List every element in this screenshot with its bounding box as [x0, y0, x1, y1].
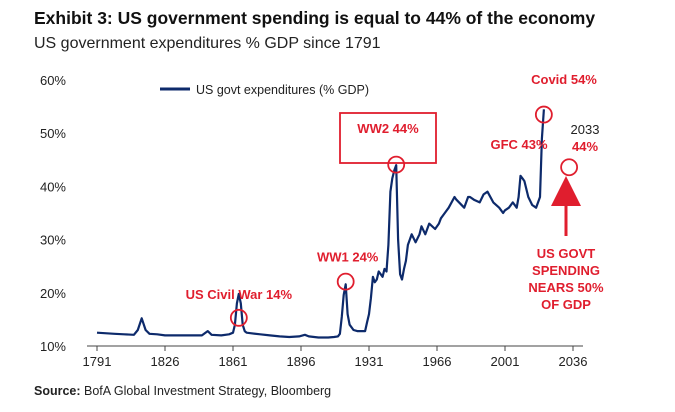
axis-layer: 1791 1826 1861 1896 1931 1966 2001 2036 10% 20% 30…: [40, 73, 587, 369]
y-tick-label: 30%: [40, 233, 66, 248]
y-tick-label: 10%: [40, 339, 66, 354]
gov-spending-callout-line: OF GDP: [541, 297, 591, 312]
y-tick-label: 60%: [40, 73, 66, 88]
projection-value-label: 44%: [572, 139, 598, 154]
chart-title: Exhibit 3: US government spending is equ…: [34, 8, 596, 28]
legend: US govt expenditures (% GDP): [160, 83, 369, 97]
civil-war-label: US Civil War 14%: [186, 287, 293, 302]
ww2-label-box: [339, 112, 437, 164]
projection-marker: [560, 158, 579, 177]
gov-spending-callout-line: NEARS 50%: [528, 280, 604, 295]
source-label: Source:: [34, 384, 81, 398]
covid-label: Covid 54%: [531, 72, 597, 87]
civil-war-marker: [229, 308, 248, 327]
ww2-marker: [387, 155, 406, 174]
x-tick-label: 1931: [355, 354, 384, 369]
source-text: BofA Global Investment Strategy, Bloombe…: [80, 384, 332, 398]
annotation-layer: US Civil War 14% WW1 24% WW2 44% GFC 43% Cov…: [186, 72, 604, 327]
y-tick-label: 20%: [40, 286, 66, 301]
x-tick-label: 2036: [559, 354, 588, 369]
x-tick-label: 1826: [151, 354, 180, 369]
source-note: Source: BofA Global Investment Strategy,…: [34, 384, 331, 398]
ww2-label: WW2 44%: [357, 121, 419, 136]
covid-marker: [534, 105, 553, 124]
projection-year-label: 2033: [571, 122, 600, 137]
x-tick-label: 2001: [491, 354, 520, 369]
chart-subtitle: US government expenditures % GDP since 1…: [34, 35, 381, 52]
x-tick-label: 1791: [83, 354, 112, 369]
ww1-label: WW1 24%: [317, 250, 379, 265]
legend-label: US govt expenditures (% GDP): [196, 83, 369, 97]
x-tick-label: 1966: [423, 354, 452, 369]
ww1-marker: [336, 272, 355, 291]
x-tick-label: 1861: [219, 354, 248, 369]
y-tick-label: 40%: [40, 179, 66, 194]
y-tick-label: 50%: [40, 126, 66, 141]
x-tick-label: 1896: [287, 354, 316, 369]
series-line: [96, 109, 545, 339]
gfc-label: GFC 43%: [490, 137, 548, 152]
gov-spending-callout-line: SPENDING: [532, 263, 600, 278]
gov-spending-callout-line: US GOVT: [537, 246, 596, 261]
series-layer: [96, 109, 545, 339]
